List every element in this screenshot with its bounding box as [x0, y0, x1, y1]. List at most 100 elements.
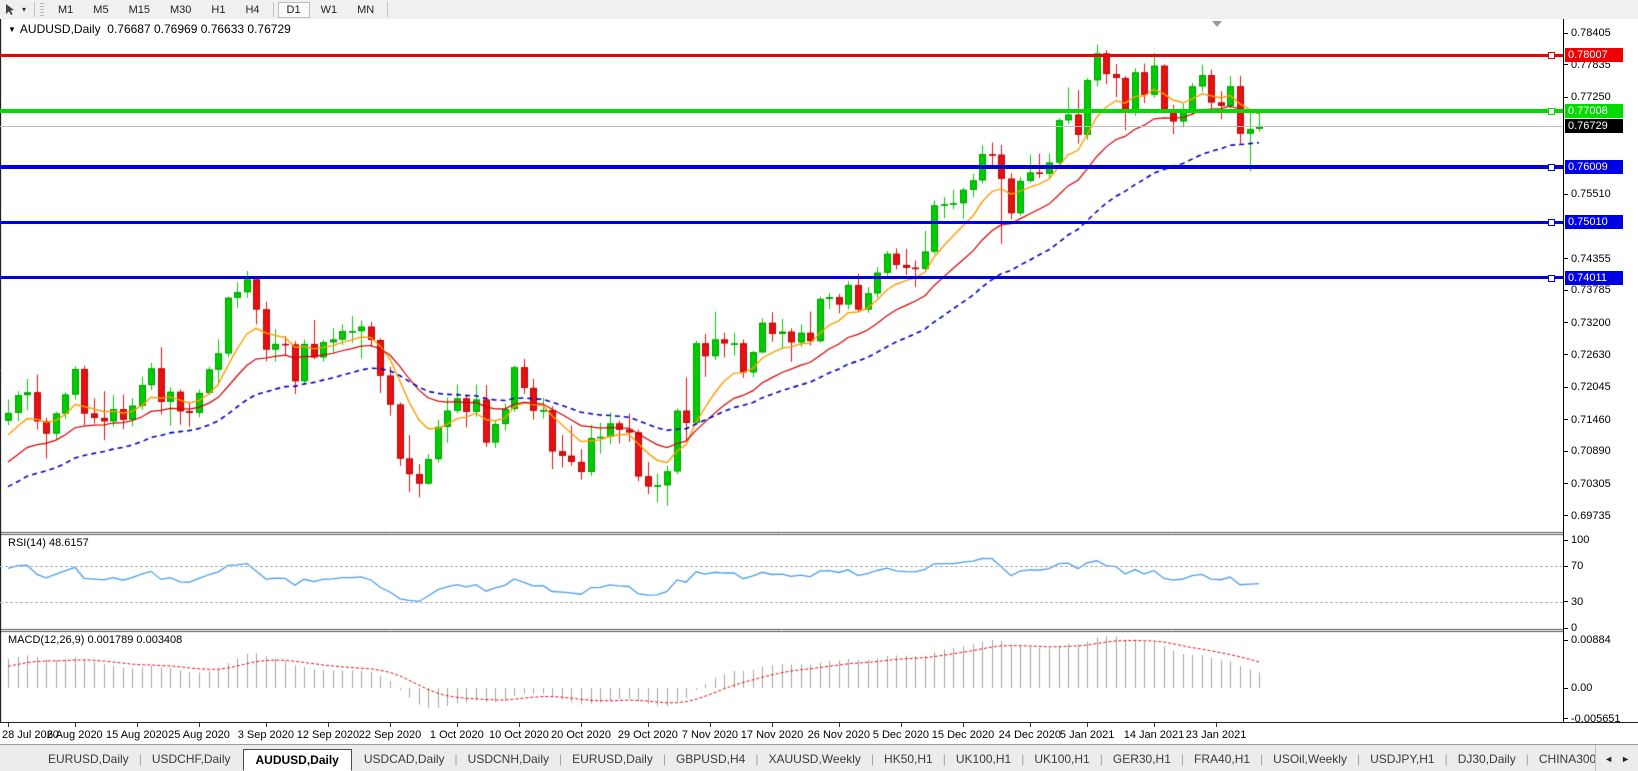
timeframe-button-h4[interactable]: H4 [236, 2, 268, 18]
date-tick-mark [772, 723, 773, 727]
rsi-tick-0: 0 [1564, 622, 1577, 634]
chart-tab-xauusd-weekly[interactable]: XAUUSD,Weekly [768, 751, 861, 766]
date-tick-mark [1216, 723, 1218, 727]
price-tick-0.71460: 0.71460 [1564, 414, 1611, 426]
toolbar-grip-handle[interactable] [40, 2, 45, 17]
chart-tab-usdchf-daily[interactable]: USDCHF,Daily [151, 751, 231, 766]
line-drag-handle[interactable] [1548, 107, 1555, 115]
timeframe-button-h1[interactable]: H1 [202, 2, 234, 18]
tab-separator: | [1021, 751, 1025, 766]
date-label: 12 Sep 2020 [296, 729, 360, 741]
price-badge-0.76729: 0.76729 [1565, 119, 1623, 134]
chart-tab-gbpusd-h4[interactable]: GBPUSD,H4 [675, 751, 746, 766]
date-tick-mark [518, 723, 520, 727]
timeframe-button-mn[interactable]: MN [348, 2, 383, 18]
timeframe-toolbar: ▾ M1 M5 M15 M30 H1 H4 D1 W1 MN [0, 0, 1638, 20]
macd-tick--0.005651: -0.005651 [1564, 713, 1621, 725]
date-label: 6 Aug 2020 [47, 729, 103, 741]
chart-tab-hk50-h1[interactable]: HK50,H1 [884, 751, 933, 766]
timeframe-button-m15[interactable]: M15 [120, 2, 159, 18]
price-chart-canvas[interactable] [0, 19, 1563, 722]
horizontal-level-line-0.74011[interactable] [0, 276, 1563, 280]
tab-separator: | [870, 751, 875, 766]
chart-tab-audusd-daily[interactable]: AUDUSD,Daily [242, 748, 352, 771]
current-price-line[interactable] [0, 125, 1563, 127]
chart-tab-usdjpy-h1[interactable]: USDJPY,H1 [1370, 751, 1435, 766]
chart-tab-dj30-daily[interactable]: DJ30,Daily [1457, 751, 1516, 766]
date-tick-mark [647, 723, 649, 727]
price-tick-0.70305: 0.70305 [1564, 478, 1611, 490]
date-tick-mark [74, 723, 76, 727]
tabs-scroll-right-button[interactable]: ► [1621, 753, 1630, 764]
date-tick-mark [1087, 723, 1089, 727]
price-axis[interactable]: 0.78405 0.77835 0.77250 0.75510 0.74355 0.737… [1563, 19, 1638, 725]
timeframe-button-m30[interactable]: M30 [161, 2, 200, 18]
tab-separator: | [1356, 751, 1361, 766]
timeframe-button-d1[interactable]: D1 [277, 1, 310, 18]
tab-separator: | [942, 751, 946, 766]
toolbar-separator [34, 2, 36, 17]
line-drag-handle[interactable] [1548, 274, 1555, 282]
pointer-tool-dropdown-icon[interactable]: ▾ [22, 5, 27, 14]
price-tick-0.74355: 0.74355 [1564, 253, 1611, 265]
chart-collapse-icon[interactable]: ▼ [8, 25, 16, 34]
chart-plot-area: ▼ AUDUSD,Daily 0.76687 0.76969 0.76633 0.… [0, 19, 1563, 722]
axis-tick-mark [1564, 627, 1568, 629]
timeframe-button-w1[interactable]: W1 [312, 2, 347, 18]
axis-tick-mark [1564, 515, 1568, 517]
chart-tab-usdcnh-daily[interactable]: USDCNH,Daily [467, 751, 550, 766]
chart-tab-eurusd-daily[interactable]: EURUSD,Daily [48, 751, 129, 766]
chart-tab-uk100-h1[interactable]: UK100,H1 [955, 751, 1012, 766]
chart-tab-ger30-h1[interactable]: GER30,H1 [1112, 751, 1171, 766]
tab-separator: | [138, 751, 142, 766]
line-drag-handle[interactable] [1548, 52, 1555, 60]
axis-tick-mark [1564, 193, 1568, 195]
chart-shift-marker-icon[interactable] [1212, 21, 1222, 27]
tab-separator: | [1525, 751, 1529, 766]
line-drag-handle[interactable] [1548, 163, 1555, 171]
date-tick-mark [265, 723, 267, 727]
chart-symbol-label: AUDUSD,Daily [19, 22, 101, 36]
tab-separator: | [1099, 751, 1103, 766]
line-drag-handle[interactable] [1548, 219, 1555, 227]
date-label: 23 Jan 2021 [1185, 729, 1247, 741]
rsi-tick-70: 70 [1564, 560, 1583, 572]
chart-tab-usdcad-daily[interactable]: USDCAD,Daily [363, 751, 445, 766]
chart-tab-uk100-h1[interactable]: UK100,H1 [1034, 751, 1090, 766]
price-tick-0.75510: 0.75510 [1564, 188, 1611, 200]
axis-tick-mark [1564, 687, 1568, 689]
tab-separator: | [1260, 751, 1264, 766]
price-tick-0.77250: 0.77250 [1564, 91, 1611, 103]
price-tick-0.69735: 0.69735 [1564, 510, 1611, 522]
rsi-level-line-30 [0, 601, 1563, 603]
date-tick-mark [838, 723, 840, 727]
pointer-tool-icon[interactable] [0, 0, 21, 19]
horizontal-level-line-0.76009[interactable] [0, 164, 1563, 169]
axis-tick-mark [1564, 322, 1568, 324]
chart-tab-usoil-weekly[interactable]: USOil,Weekly [1273, 751, 1347, 766]
price-tick-0.72630: 0.72630 [1564, 349, 1611, 361]
timeframe-button-m1[interactable]: M1 [49, 2, 82, 18]
chart-tab-china300-h1[interactable]: CHINA300,H1 [1538, 751, 1596, 766]
rsi-tick-100: 100 [1564, 534, 1589, 546]
date-label: 7 Nov 2020 [681, 729, 739, 741]
time-axis[interactable]: 28 Jul 2020 6 Aug 2020 15 Aug 2020 25 Aug 2… [0, 722, 1638, 745]
horizontal-level-line-0.77008[interactable] [0, 108, 1563, 113]
chart-tab-fra40-h1[interactable]: FRA40,H1 [1194, 751, 1251, 766]
rsi-indicator-label: RSI(14) 48.6157 [8, 537, 89, 549]
price-badge-0.75010: 0.75010 [1565, 215, 1623, 230]
price-tick-0.73200: 0.73200 [1564, 317, 1611, 329]
date-tick-mark [390, 723, 391, 727]
date-label: 22 Sep 2020 [358, 729, 422, 741]
axis-tick-mark [1564, 289, 1568, 291]
rsi-tick-30: 30 [1564, 596, 1583, 608]
horizontal-level-line-0.78007[interactable] [0, 53, 1563, 57]
tabs-scroll-left-button[interactable]: ◄ [1604, 753, 1614, 764]
date-tick-mark [1029, 723, 1031, 727]
axis-tick-mark [1564, 354, 1568, 355]
chart-tab-eurusd-daily[interactable]: EURUSD,Daily [572, 751, 653, 766]
price-tick-0.78405: 0.78405 [1564, 27, 1611, 39]
date-label: 25 Aug 2020 [168, 729, 230, 741]
timeframe-button-m5[interactable]: M5 [84, 2, 117, 18]
horizontal-level-line-0.75010[interactable] [0, 220, 1563, 224]
